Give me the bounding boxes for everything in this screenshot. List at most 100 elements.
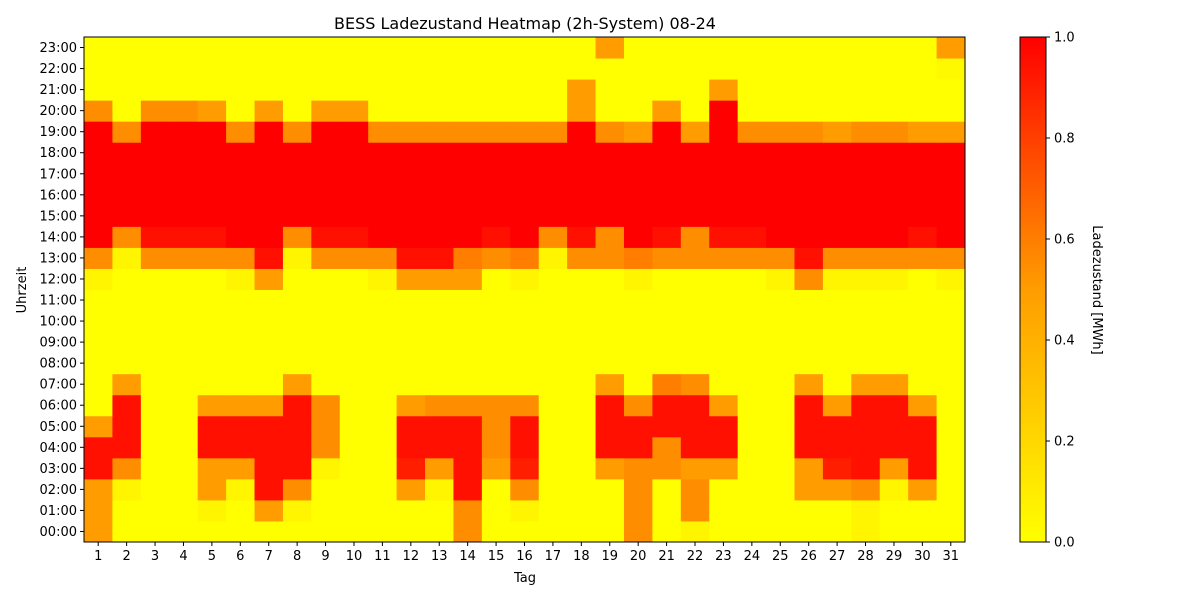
heatmap-cell bbox=[936, 163, 966, 185]
heatmap-cell bbox=[481, 289, 511, 312]
heatmap-cell bbox=[908, 415, 938, 438]
heatmap-cell bbox=[197, 478, 227, 501]
heatmap-cell bbox=[510, 331, 540, 354]
heatmap-cell bbox=[851, 79, 881, 101]
x-tick-label: 28 bbox=[857, 549, 874, 564]
y-tick-label: 14:00 bbox=[40, 230, 77, 245]
heatmap-cell bbox=[936, 37, 966, 59]
heatmap-cell bbox=[538, 289, 568, 312]
x-axis-ticks: 1 2 3 4 5 6 7 8 9 10 11 12 13 14 15 16 17 18 19 20 21 22 23 24 2… bbox=[94, 542, 959, 564]
heatmap-cell bbox=[425, 352, 454, 375]
heatmap-cell bbox=[140, 58, 170, 80]
heatmap-cells bbox=[84, 37, 966, 543]
heatmap-cell bbox=[368, 268, 398, 290]
heatmap-cell bbox=[794, 247, 824, 269]
heatmap-cell bbox=[680, 163, 710, 185]
heatmap-cell bbox=[481, 499, 511, 522]
heatmap-cell bbox=[453, 310, 483, 333]
heatmap-cell bbox=[680, 331, 710, 354]
heatmap-cell bbox=[396, 457, 426, 480]
heatmap-cell bbox=[595, 289, 625, 312]
heatmap-cell bbox=[623, 121, 653, 143]
heatmap-cell bbox=[254, 478, 284, 501]
heatmap-cell bbox=[311, 226, 341, 248]
heatmap-cell bbox=[879, 100, 909, 122]
heatmap-cell bbox=[709, 184, 739, 206]
heatmap-cell bbox=[538, 373, 568, 396]
y-tick-label: 07:00 bbox=[40, 378, 77, 393]
x-tick-label: 16 bbox=[516, 549, 533, 564]
heatmap-cell bbox=[538, 331, 568, 354]
heatmap-cell bbox=[822, 268, 852, 290]
heatmap-cell bbox=[368, 205, 398, 227]
heatmap-cell bbox=[169, 415, 199, 438]
heatmap-cell bbox=[822, 520, 852, 543]
heatmap-cell bbox=[226, 58, 256, 80]
heatmap-cell bbox=[112, 289, 142, 312]
heatmap-cell bbox=[879, 331, 909, 354]
heatmap-cell bbox=[936, 226, 966, 248]
heatmap-cell bbox=[282, 58, 312, 80]
heatmap-cell bbox=[112, 415, 142, 438]
heatmap-cell bbox=[453, 331, 483, 354]
heatmap-cell bbox=[140, 184, 170, 206]
y-tick-label: 01:00 bbox=[40, 504, 77, 519]
heatmap-cell bbox=[368, 331, 398, 354]
x-tick-label: 9 bbox=[321, 549, 329, 564]
y-tick-label: 21:00 bbox=[40, 83, 77, 98]
heatmap-cell bbox=[538, 142, 568, 164]
heatmap-cell bbox=[851, 247, 881, 269]
heatmap-cell bbox=[311, 79, 341, 101]
heatmap-cell bbox=[311, 373, 341, 396]
heatmap-cell bbox=[908, 352, 938, 375]
heatmap-cell bbox=[822, 121, 852, 143]
heatmap-cell bbox=[311, 478, 341, 501]
heatmap-cell bbox=[339, 520, 369, 543]
heatmap-cell bbox=[425, 478, 454, 501]
heatmap-cell bbox=[680, 205, 710, 227]
heatmap-cell bbox=[368, 373, 398, 396]
heatmap-cell bbox=[510, 478, 540, 501]
heatmap-cell bbox=[368, 352, 398, 375]
heatmap-cell bbox=[879, 58, 909, 80]
heatmap-cell bbox=[538, 394, 568, 417]
y-tick-label: 17:00 bbox=[40, 167, 77, 182]
heatmap-cell bbox=[197, 331, 227, 354]
y-tick-label: 12:00 bbox=[40, 272, 77, 287]
heatmap-cell bbox=[538, 79, 568, 101]
heatmap-cell bbox=[112, 247, 142, 269]
heatmap-cell bbox=[311, 163, 341, 185]
heatmap-cell bbox=[595, 79, 625, 101]
heatmap-cell bbox=[652, 247, 682, 269]
heatmap-cell bbox=[396, 226, 426, 248]
heatmap-cell bbox=[908, 37, 938, 59]
heatmap-cell bbox=[510, 415, 540, 438]
heatmap-cell bbox=[169, 289, 199, 312]
heatmap-cell bbox=[254, 499, 284, 522]
heatmap-cell bbox=[84, 247, 113, 269]
heatmap-cell bbox=[339, 58, 369, 80]
heatmap-cell bbox=[538, 499, 568, 522]
heatmap-cell bbox=[226, 499, 256, 522]
heatmap-cell bbox=[794, 352, 824, 375]
heatmap-cell bbox=[538, 163, 568, 185]
colorbar-tick-label: 0.8 bbox=[1054, 132, 1075, 147]
heatmap-cell bbox=[425, 121, 454, 143]
heatmap-cell bbox=[680, 268, 710, 290]
heatmap-cell bbox=[709, 268, 739, 290]
heatmap-cell bbox=[311, 142, 341, 164]
heatmap-cell bbox=[140, 436, 170, 459]
heatmap-cell bbox=[396, 436, 426, 459]
x-tick-label: 13 bbox=[431, 549, 448, 564]
heatmap-cell bbox=[936, 520, 966, 543]
heatmap-cell bbox=[822, 289, 852, 312]
heatmap-cell bbox=[595, 184, 625, 206]
heatmap-cell bbox=[851, 163, 881, 185]
heatmap-cell bbox=[197, 247, 227, 269]
heatmap-cell bbox=[567, 457, 597, 480]
heatmap-cell bbox=[936, 352, 966, 375]
heatmap-cell bbox=[396, 79, 426, 101]
heatmap-cell bbox=[396, 58, 426, 80]
heatmap-cell bbox=[226, 205, 256, 227]
heatmap-cell bbox=[936, 310, 966, 333]
